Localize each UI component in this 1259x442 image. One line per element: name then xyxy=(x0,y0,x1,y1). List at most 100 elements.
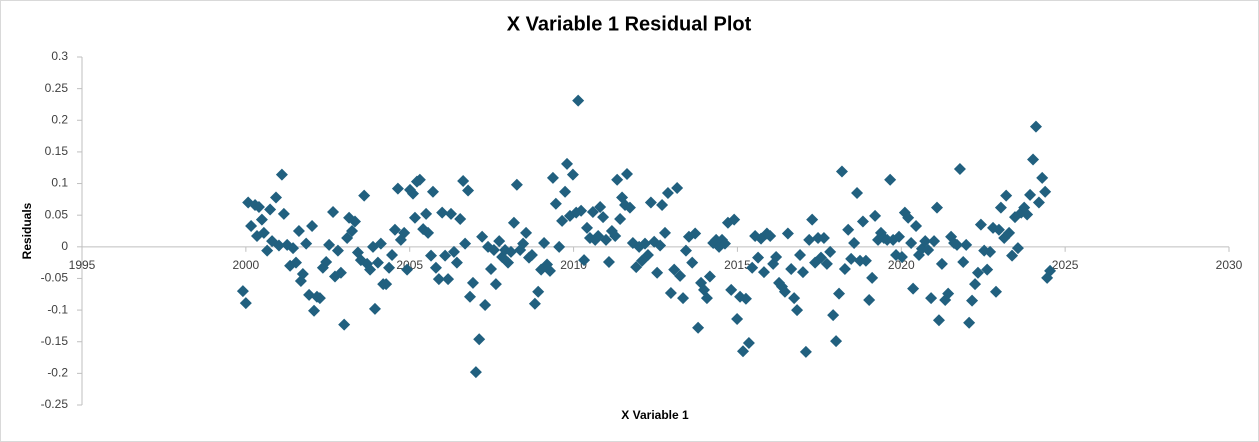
data-point xyxy=(817,231,830,244)
data-point xyxy=(447,245,460,258)
data-point xyxy=(742,336,755,349)
data-point xyxy=(408,211,421,224)
data-point xyxy=(398,226,411,239)
data-point xyxy=(827,309,840,322)
data-point xyxy=(348,215,361,228)
data-point xyxy=(245,219,258,232)
data-point xyxy=(689,227,702,240)
data-point xyxy=(549,197,562,210)
data-point xyxy=(848,237,861,250)
data-point xyxy=(502,256,515,269)
data-point xyxy=(442,273,455,286)
data-point xyxy=(770,250,783,263)
data-point xyxy=(981,263,994,276)
data-point xyxy=(851,187,864,200)
data-point xyxy=(255,213,268,226)
data-point xyxy=(602,256,615,269)
data-point xyxy=(510,178,523,191)
data-point xyxy=(764,230,777,243)
x-tick-label: 2000 xyxy=(233,258,260,272)
data-point xyxy=(859,254,872,267)
data-point xyxy=(963,316,976,329)
chart-title: X Variable 1 Residual Plot xyxy=(507,13,752,35)
data-point xyxy=(306,219,319,232)
y-tick-label: 0.15 xyxy=(45,144,69,158)
data-point xyxy=(289,256,302,269)
data-point xyxy=(383,261,396,274)
data-point xyxy=(644,196,657,209)
y-tick-label: 0.2 xyxy=(51,112,68,126)
data-point xyxy=(525,249,538,262)
data-point xyxy=(932,314,945,327)
data-point xyxy=(364,263,377,276)
data-point xyxy=(830,335,843,348)
y-tick-label: 0.05 xyxy=(45,207,69,221)
data-point xyxy=(1003,226,1016,239)
data-point xyxy=(493,235,506,248)
data-point xyxy=(728,213,741,226)
data-point xyxy=(664,287,677,300)
data-point xyxy=(892,230,905,243)
data-point xyxy=(922,243,935,256)
data-point xyxy=(236,285,249,298)
data-point xyxy=(406,187,419,200)
y-tick-label: 0.25 xyxy=(45,81,69,95)
y-tick-label: -0.15 xyxy=(41,334,69,348)
data-point xyxy=(856,215,869,228)
data-point xyxy=(391,182,404,195)
data-point xyxy=(989,285,1002,298)
data-point xyxy=(803,233,816,246)
data-point xyxy=(953,162,966,175)
data-point xyxy=(674,269,687,282)
data-point xyxy=(659,226,672,239)
data-point xyxy=(426,185,439,198)
data-point xyxy=(466,276,479,289)
data-point xyxy=(275,168,288,181)
data-point xyxy=(517,237,530,250)
data-point xyxy=(806,213,819,226)
data-point xyxy=(487,243,500,256)
data-point xyxy=(575,204,588,217)
data-point xyxy=(910,219,923,232)
data-point xyxy=(623,201,636,214)
data-point xyxy=(464,290,477,303)
data-point xyxy=(331,244,344,257)
data-point xyxy=(671,181,684,194)
data-point xyxy=(420,207,433,220)
data-point xyxy=(966,294,979,307)
data-point xyxy=(905,237,918,250)
data-point xyxy=(656,199,669,212)
data-point xyxy=(346,225,359,237)
data-point xyxy=(600,233,613,246)
data-point xyxy=(358,189,371,202)
data-point xyxy=(1006,249,1019,262)
data-point xyxy=(380,278,393,291)
data-point xyxy=(239,297,252,310)
data-point xyxy=(432,273,445,286)
data-point xyxy=(1032,196,1045,209)
y-tick-label: 0 xyxy=(61,239,68,253)
data-point xyxy=(504,245,517,258)
data-point xyxy=(835,165,848,178)
data-point xyxy=(994,201,1007,214)
x-tick-label: 2020 xyxy=(888,258,915,272)
y-axis-title: Residuals xyxy=(20,202,34,259)
data-point xyxy=(796,266,809,279)
data-point xyxy=(520,226,533,239)
data-point xyxy=(725,283,738,296)
y-tick-label: 0.1 xyxy=(51,176,68,190)
data-point xyxy=(462,184,475,197)
data-point xyxy=(257,226,270,239)
data-point xyxy=(439,249,452,262)
data-point xyxy=(788,292,801,305)
data-point xyxy=(429,261,442,274)
data-point xyxy=(739,292,752,305)
data-point xyxy=(746,261,759,274)
data-point xyxy=(842,223,855,236)
data-point xyxy=(425,249,438,262)
data-point xyxy=(833,287,846,300)
data-point xyxy=(895,250,908,263)
data-point xyxy=(1027,153,1040,166)
